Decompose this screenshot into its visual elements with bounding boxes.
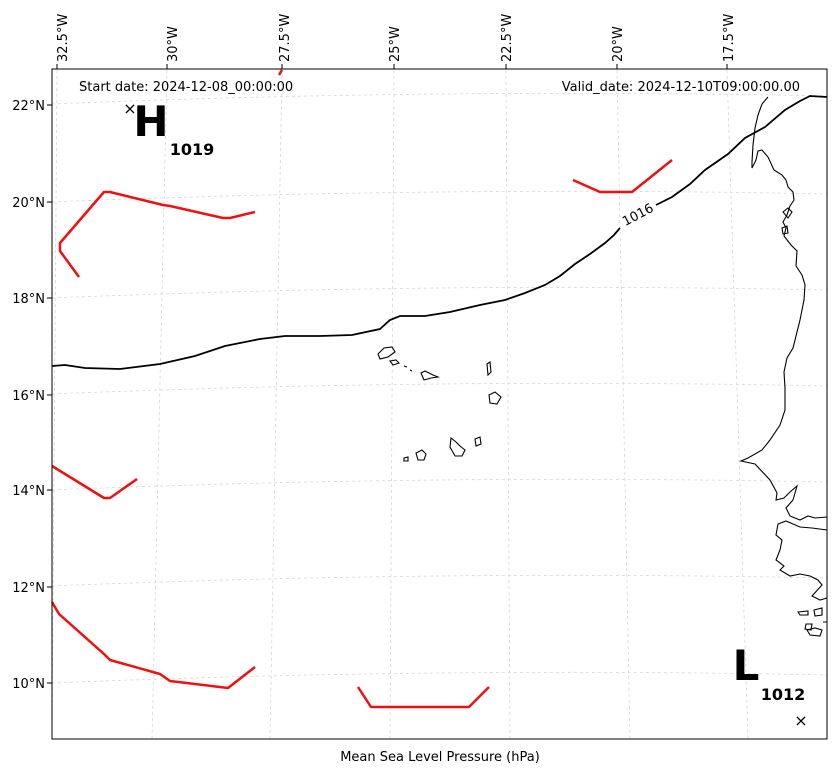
low-center-marker: × — [794, 711, 807, 730]
lon-tick-labels: 32.5°W 30°W 27.5°W 25°W 22.5°W 20°W 17.5… — [56, 14, 737, 62]
gridlines — [51, 69, 829, 741]
lon-label: 32.5°W — [56, 14, 71, 62]
high-pressure-value: 1019 — [170, 140, 215, 159]
lat-tick-labels: 22°N 20°N 18°N 16°N 14°N 12°N 10°N — [12, 99, 45, 692]
valid-date-label: Valid_date: 2024-12-10T09:00:00.00 — [562, 80, 800, 95]
low-pressure-value: 1012 — [761, 685, 806, 704]
lat-tick-marks — [47, 104, 52, 684]
lat-label: 16°N — [12, 389, 45, 404]
lon-tick-marks — [56, 64, 728, 69]
lat-label: 14°N — [12, 484, 45, 499]
map-xlabel: Mean Sea Level Pressure (hPa) — [340, 750, 540, 765]
lat-label: 22°N — [12, 99, 45, 114]
low-pressure-symbol: L — [733, 641, 760, 690]
lon-label: 25°W — [388, 26, 403, 62]
lat-label: 20°N — [12, 196, 45, 211]
lon-label: 22.5°W — [500, 14, 515, 62]
lon-label: 17.5°W — [722, 14, 737, 62]
lat-label: 10°N — [12, 677, 45, 692]
lon-label: 30°W — [166, 26, 181, 62]
high-center-marker: × — [123, 99, 136, 118]
map-frame — [51, 68, 828, 740]
fronts — [50, 69, 673, 709]
lon-label: 27.5°W — [278, 14, 293, 62]
lon-label: 20°W — [611, 26, 626, 62]
lat-label: 12°N — [12, 581, 45, 596]
high-pressure-symbol: H — [133, 97, 168, 146]
africa-coastline-south — [775, 520, 828, 601]
isobar-1016 — [51, 95, 828, 370]
cape-verde-islands — [377, 346, 502, 462]
africa-coastline — [739, 96, 828, 521]
lat-label: 18°N — [12, 292, 45, 307]
isobar-label: 1016 — [620, 201, 656, 230]
start-date-label: Start date: 2024-12-08_00:00:00 — [79, 80, 293, 95]
